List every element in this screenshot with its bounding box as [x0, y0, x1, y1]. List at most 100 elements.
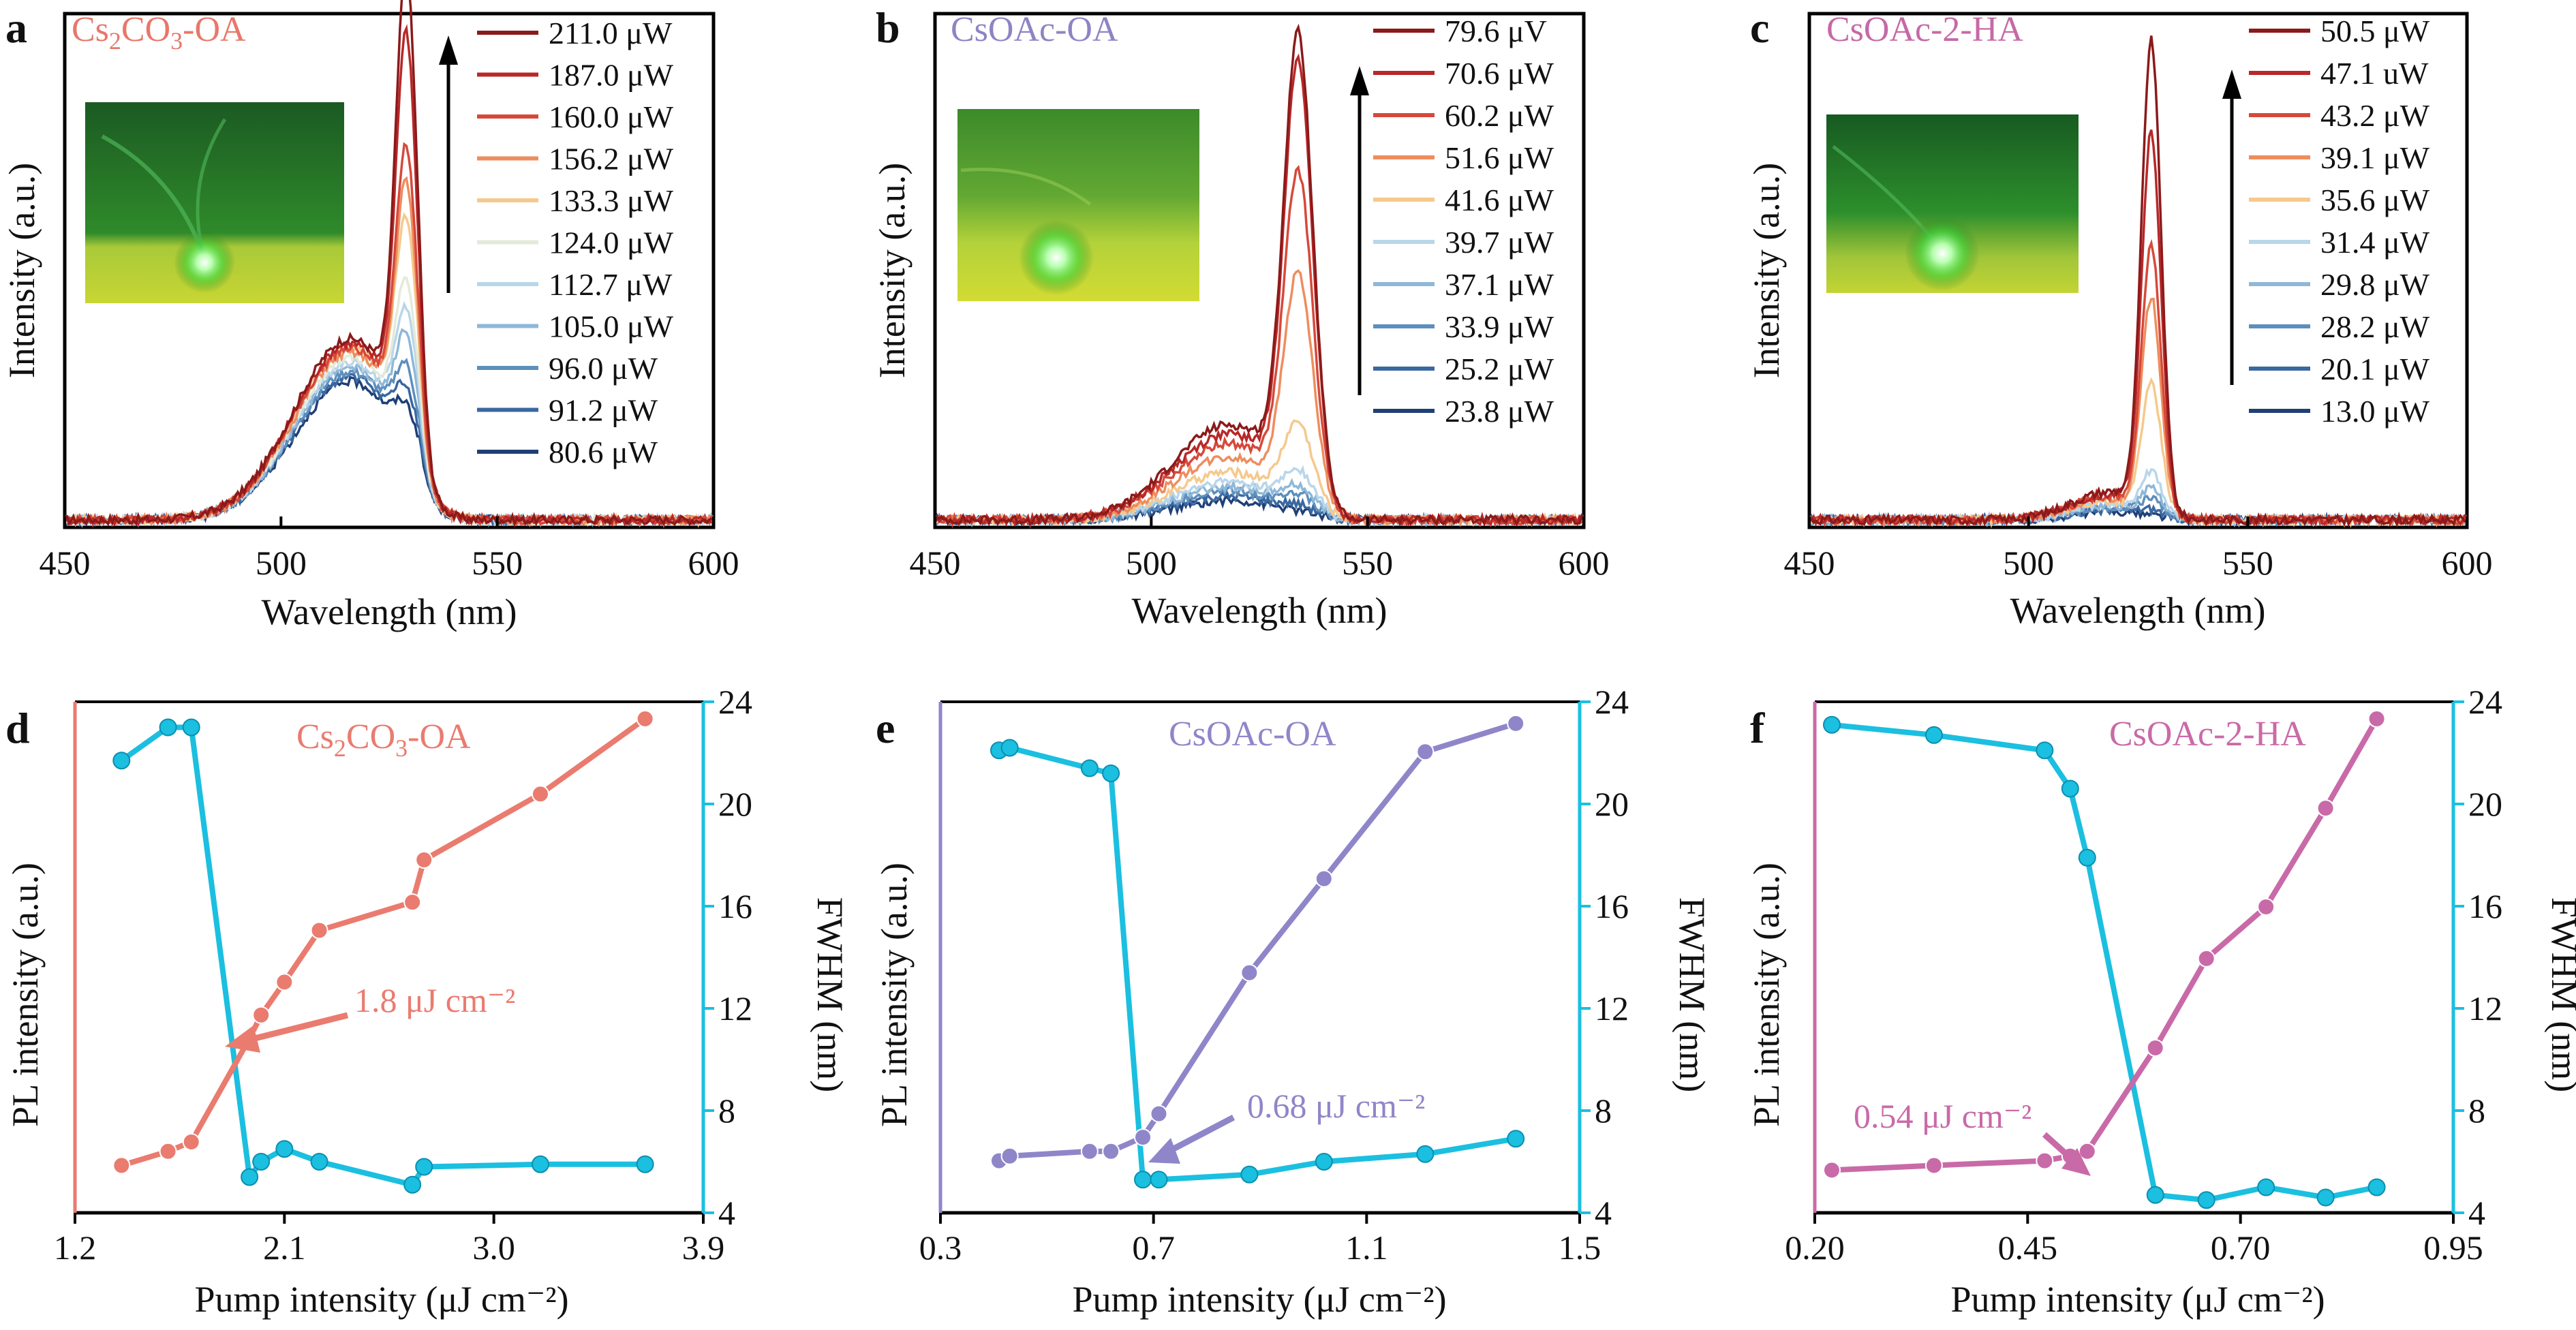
y-axis-right-label: FWHM (nm) — [810, 897, 850, 1092]
fwhm-point — [1150, 1171, 1168, 1189]
y-tick-label: 24 — [718, 683, 752, 721]
threshold-annotation: 0.68 μJ cm⁻² — [1247, 1087, 1425, 1125]
panel-title: CsOAc-OA — [951, 10, 1118, 49]
x-tick-label: 550 — [2222, 544, 2273, 582]
x-tick-label: 0.45 — [1998, 1228, 2058, 1267]
threshold-annotation: 0.54 μJ cm⁻² — [1854, 1097, 2031, 1135]
inset-photo — [85, 102, 344, 303]
fwhm-point — [531, 1155, 549, 1173]
legend-label: 39.7 μW — [1445, 225, 1554, 260]
panel-title: CsOAc-2-HA — [1826, 10, 2023, 49]
fwhm-point — [1134, 1171, 1152, 1189]
legend-label: 79.6 μV — [1445, 14, 1547, 48]
x-tick-label: 500 — [1126, 544, 1177, 582]
y-axis-left-label: PL intensity (a.u.) — [874, 863, 915, 1127]
fwhm-point — [159, 718, 177, 737]
pl-intensity-point — [1000, 1147, 1019, 1165]
legend-label: 33.9 μW — [1445, 309, 1554, 344]
pl-intensity-point — [275, 973, 294, 991]
pl-intensity-point — [1134, 1128, 1152, 1147]
legend-label: 29.8 μW — [2320, 267, 2430, 302]
y-axis-right-label: FWHM (nm) — [1672, 897, 1713, 1092]
panel-letter: c — [1750, 3, 1769, 52]
pl-intensity-point — [112, 1156, 131, 1175]
x-tick-label: 500 — [2003, 544, 2054, 582]
annotation-arrow — [1148, 1115, 1236, 1164]
panel-a: a Cs2CO3-OA 211.0 μW 187.0 μW 160.0 μW 156.… — [1, 0, 739, 632]
legend-label: 105.0 μW — [549, 309, 674, 344]
fwhm-point — [2146, 1186, 2164, 1204]
legend-label: 35.6 μW — [2320, 183, 2430, 217]
increase-arrow — [2222, 69, 2241, 385]
legend-label: 50.5 μW — [2320, 14, 2430, 48]
x-tick-label: 3.0 — [472, 1228, 515, 1267]
pl-intensity-point — [1507, 714, 1525, 732]
fwhm-point — [1925, 726, 1943, 744]
y-tick-label: 4 — [718, 1194, 735, 1232]
fwhm-line — [1831, 722, 2378, 1203]
y-tick-label: 20 — [2468, 785, 2502, 823]
plot-frame — [63, 12, 716, 529]
threshold-annotation: 1.8 μJ cm⁻² — [354, 981, 515, 1019]
pl-intensity-point — [2036, 1151, 2054, 1170]
pl-intensity-point — [252, 1006, 271, 1024]
spectrum-line — [64, 0, 714, 529]
y-tick-label: 8 — [1595, 1092, 1612, 1130]
fwhm-point — [182, 718, 200, 737]
x-tick-label: 0.95 — [2423, 1228, 2483, 1267]
panel-title: Cs2CO3-OA — [296, 717, 471, 762]
panel-title: CsOAc-OA — [1169, 715, 1336, 754]
legend-label: 70.6 μW — [1445, 56, 1554, 91]
x-tick-label: 2.1 — [263, 1228, 306, 1267]
x-axis-label: Pump intensity (μJ cm⁻²) — [1072, 1279, 1446, 1320]
pl-intensity-line — [998, 721, 1517, 1164]
legend-label: 211.0 μW — [549, 16, 673, 50]
panel-d: d Cs2CO3-OA 1.2 2.1 3.0 3.94 8 12 16 20 24 Pump … — [5, 683, 850, 1320]
legend-label: 133.3 μW — [549, 183, 674, 218]
x-axis: 450 500 550 600 — [40, 516, 739, 582]
fwhm-point — [2257, 1178, 2275, 1196]
spectra-plot-area — [63, 0, 715, 529]
legend-label: 156.2 μW — [549, 142, 674, 176]
threshold-plot-area: 0.3 0.7 1.1 1.54 8 12 16 20 24 — [919, 683, 1629, 1267]
fwhm-point — [403, 1175, 422, 1194]
fwhm-point — [2316, 1188, 2335, 1207]
spectra-plot-area — [934, 23, 1585, 529]
pl-intensity-point — [1150, 1104, 1168, 1123]
y-tick-label: 12 — [2468, 989, 2502, 1027]
fwhm-point — [1000, 739, 1019, 757]
pl-intensity-point — [1315, 869, 1333, 888]
panel-letter: b — [876, 3, 900, 52]
legend-label: 47.1 uW — [2320, 56, 2429, 91]
fwhm-point — [1416, 1145, 1435, 1163]
legend-label: 112.7 μW — [549, 267, 673, 302]
panel-f: f CsOAc-2-HA 0.20 0.45 0.70 0.954812162024 … — [1746, 683, 2576, 1320]
fwhm-point — [252, 1153, 271, 1171]
panel-e: e CsOAc-OA 0.3 0.7 1.1 1.54 8 12 16 20 24 Pump i… — [874, 683, 1713, 1320]
y-tick-label: 16 — [1595, 887, 1629, 925]
fwhm-point — [1080, 759, 1099, 777]
plot-frame — [933, 12, 1586, 529]
x-tick-label: 450 — [910, 544, 961, 582]
pl-intensity-point — [1416, 743, 1435, 761]
y-tick-label: 24 — [1595, 683, 1629, 721]
panel-letter: a — [5, 3, 27, 52]
legend: 79.6 μV 70.6 μW 60.2 μW 51.6 μW 41.6 μW 39.7 … — [1373, 14, 1554, 429]
spectrum-line — [1809, 35, 2468, 528]
x-tick-label: 0.3 — [919, 1228, 962, 1267]
pl-intensity-point — [2316, 799, 2335, 818]
x-tick-label: 450 — [1784, 544, 1835, 582]
inset-photo — [957, 109, 1199, 301]
fwhm-point — [2367, 1178, 2386, 1196]
y-tick-label: 8 — [2468, 1092, 2485, 1130]
y-axis-label: Intensity (a.u.) — [872, 163, 913, 378]
panel-b: b CsOAc-OA 79.6 μV 70.6 μW 60.2 μW 51.6 μW 4… — [872, 3, 1610, 631]
fwhm-point — [1822, 715, 1841, 734]
y-tick-label: 8 — [718, 1092, 735, 1130]
legend-label: 60.2 μW — [1445, 98, 1554, 133]
x-tick-label: 450 — [40, 544, 91, 582]
annotation-arrow — [225, 1012, 349, 1053]
pl-intensity-point — [636, 710, 654, 728]
panel-letter: d — [5, 704, 30, 752]
